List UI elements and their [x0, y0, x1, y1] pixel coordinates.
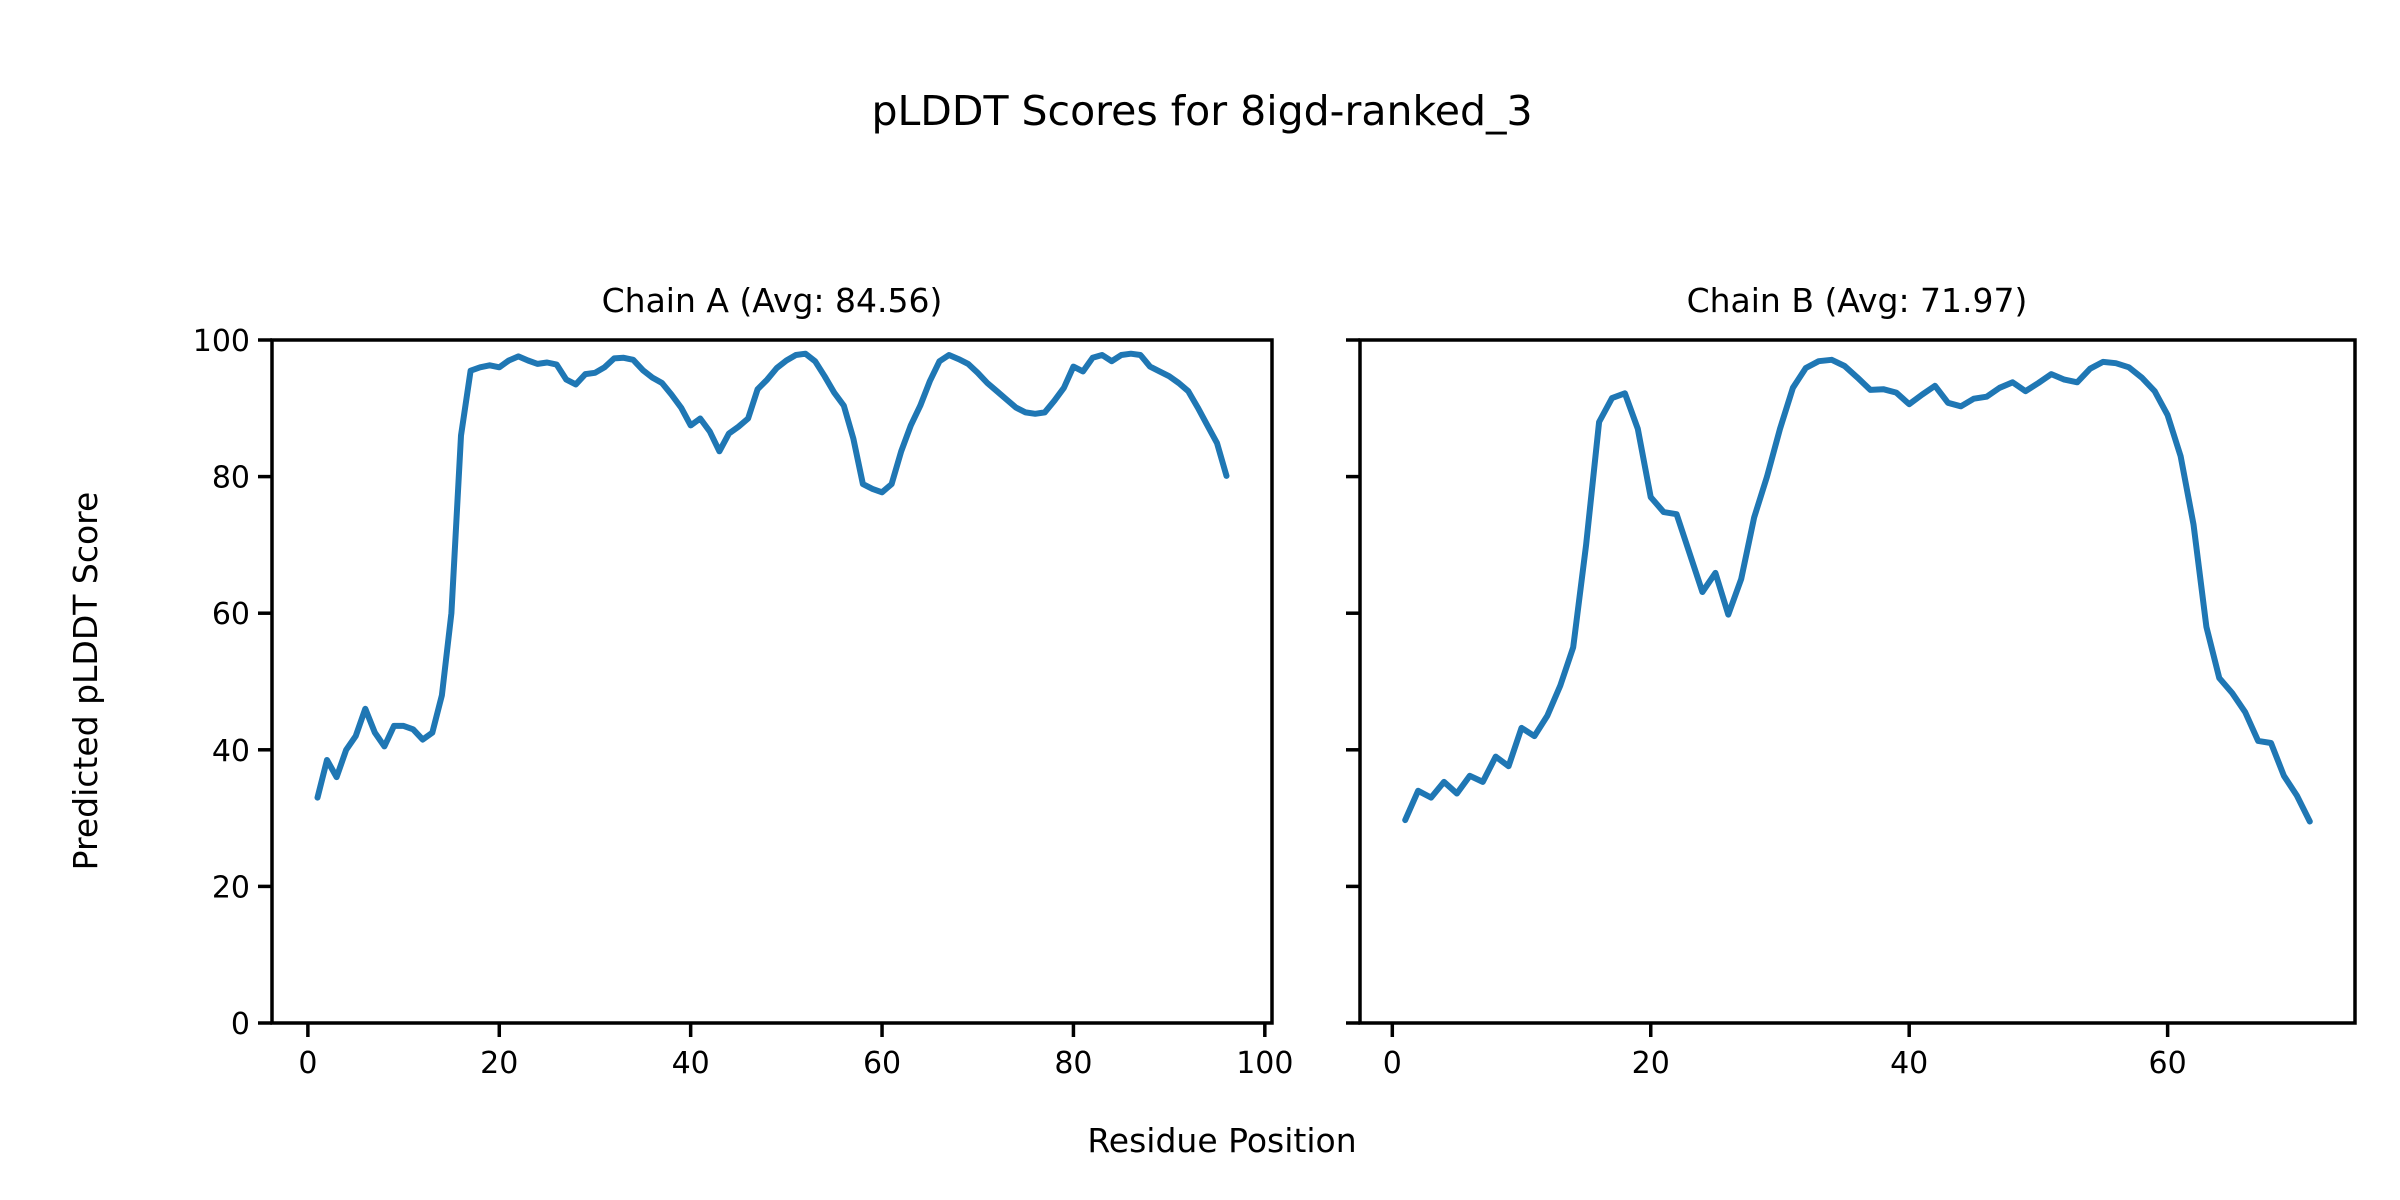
y-tick-label: 20 [212, 870, 250, 905]
x-axis-label: Residue Position [1087, 1121, 1356, 1160]
plddt-line-chain-b [1402, 356, 2313, 825]
y-tick-label: 40 [212, 734, 250, 769]
x-tick-label: 40 [672, 1046, 710, 1081]
x-tick-label: 40 [1890, 1046, 1928, 1081]
x-tick-label: 20 [1632, 1046, 1670, 1081]
y-tick-label: 100 [193, 324, 250, 359]
x-tick-label: 80 [1054, 1046, 1092, 1081]
x-tick-label: 100 [1236, 1046, 1293, 1081]
subplot-chain-a-title: Chain A (Avg: 84.56) [602, 281, 943, 320]
x-tick-label: 0 [1383, 1046, 1402, 1081]
x-tick-label: 20 [480, 1046, 518, 1081]
y-axis-label: Predicted pLDDT Score [66, 492, 105, 871]
plddt-line-chain-a [314, 350, 1230, 801]
figure-title: pLDDT Scores for 8igd-ranked_3 [871, 87, 1532, 135]
y-tick-label: 0 [231, 1007, 250, 1042]
subplot-chain-b-title: Chain B (Avg: 71.97) [1687, 281, 2028, 320]
x-tick-label: 60 [863, 1046, 901, 1081]
y-tick-label: 60 [212, 597, 250, 632]
subplot-b-spines [1358, 338, 2357, 1025]
x-tick-label: 60 [2149, 1046, 2187, 1081]
y-tick-label: 80 [212, 461, 250, 496]
subplot-a-spines [270, 338, 1274, 1025]
axes-layer: 0 20 40 60 80 100 0 20 40 60 80 100 0 20 40 60 [193, 324, 2357, 1081]
x-tick-label: 0 [298, 1046, 317, 1081]
